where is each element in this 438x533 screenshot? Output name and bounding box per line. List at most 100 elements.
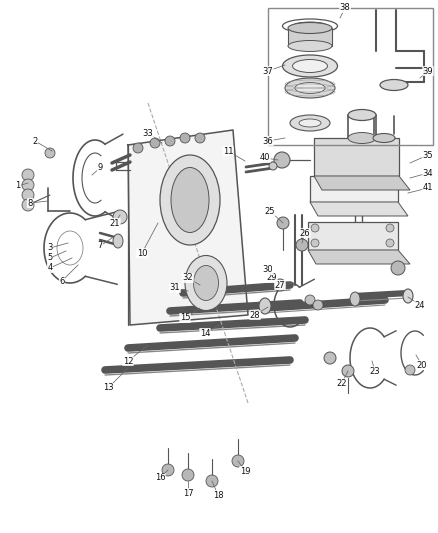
Circle shape [405,365,415,375]
Circle shape [296,239,308,251]
Circle shape [313,300,323,310]
Circle shape [305,295,315,305]
Ellipse shape [290,115,330,131]
Ellipse shape [403,289,413,303]
Text: 20: 20 [417,360,427,369]
Text: 6: 6 [59,277,65,286]
Circle shape [342,365,354,377]
Text: 25: 25 [265,206,275,215]
Circle shape [165,136,175,146]
Ellipse shape [113,234,123,248]
Ellipse shape [185,255,227,311]
Ellipse shape [380,79,408,91]
Text: 37: 37 [263,67,273,76]
Ellipse shape [288,41,332,52]
Ellipse shape [293,60,328,72]
Ellipse shape [194,265,219,301]
Circle shape [180,133,190,143]
Text: 7: 7 [97,241,102,251]
Circle shape [195,133,205,143]
Ellipse shape [295,83,325,93]
Ellipse shape [288,22,332,34]
Text: 21: 21 [110,219,120,228]
Polygon shape [128,130,248,325]
Circle shape [22,179,34,191]
Circle shape [182,469,194,481]
Text: 8: 8 [27,198,33,207]
Text: 26: 26 [300,229,310,238]
Circle shape [391,261,405,275]
Circle shape [274,152,290,168]
Text: 19: 19 [240,466,250,475]
Ellipse shape [160,155,220,245]
Circle shape [22,199,34,211]
Circle shape [232,455,244,467]
Bar [268,8,433,145]
Text: 16: 16 [155,473,165,482]
Text: 1: 1 [15,182,21,190]
Text: 31: 31 [170,284,180,293]
Text: 35: 35 [423,150,433,159]
Text: 4: 4 [47,263,53,272]
Circle shape [274,279,286,291]
Bar [310,176,398,202]
Ellipse shape [348,133,376,143]
Circle shape [324,352,336,364]
Ellipse shape [171,167,209,232]
Circle shape [45,148,55,158]
Ellipse shape [269,162,277,170]
Text: 41: 41 [423,183,433,192]
Ellipse shape [285,78,335,98]
Circle shape [277,217,289,229]
Text: 24: 24 [415,301,425,310]
Text: 15: 15 [180,313,190,322]
Text: 30: 30 [263,265,273,274]
Ellipse shape [350,292,360,306]
Circle shape [22,169,34,181]
Text: 33: 33 [143,128,153,138]
Text: 27: 27 [275,280,285,289]
Circle shape [206,475,218,487]
Ellipse shape [259,298,271,314]
Text: 29: 29 [267,273,277,282]
Text: 13: 13 [102,384,113,392]
Polygon shape [308,250,410,264]
Polygon shape [314,176,410,190]
Text: 22: 22 [337,378,347,387]
Text: 10: 10 [137,248,147,257]
Text: 34: 34 [423,168,433,177]
Text: 11: 11 [223,147,233,156]
Bar [314,138,399,176]
Circle shape [150,138,160,148]
Text: 23: 23 [370,367,380,376]
Text: 32: 32 [183,273,193,282]
Bar [288,28,332,46]
Text: 14: 14 [200,328,210,337]
Text: 28: 28 [250,311,260,319]
Bar [308,222,398,250]
Ellipse shape [299,119,321,127]
Ellipse shape [283,55,338,77]
Circle shape [162,464,174,476]
Text: 38: 38 [339,4,350,12]
Circle shape [311,224,319,232]
Ellipse shape [373,133,395,142]
Text: 18: 18 [213,490,223,499]
Text: 9: 9 [97,164,102,173]
Polygon shape [310,202,408,216]
Circle shape [386,224,394,232]
Circle shape [311,239,319,247]
Text: 40: 40 [260,154,270,163]
Text: 5: 5 [47,254,53,262]
Text: 17: 17 [183,489,193,497]
Circle shape [22,189,34,201]
Ellipse shape [348,109,376,120]
Text: 2: 2 [32,136,38,146]
Text: 3: 3 [47,244,53,253]
Circle shape [386,239,394,247]
Text: 39: 39 [423,67,433,76]
Text: 12: 12 [123,357,133,366]
Text: 36: 36 [263,136,273,146]
Circle shape [113,210,127,224]
Circle shape [133,143,143,153]
